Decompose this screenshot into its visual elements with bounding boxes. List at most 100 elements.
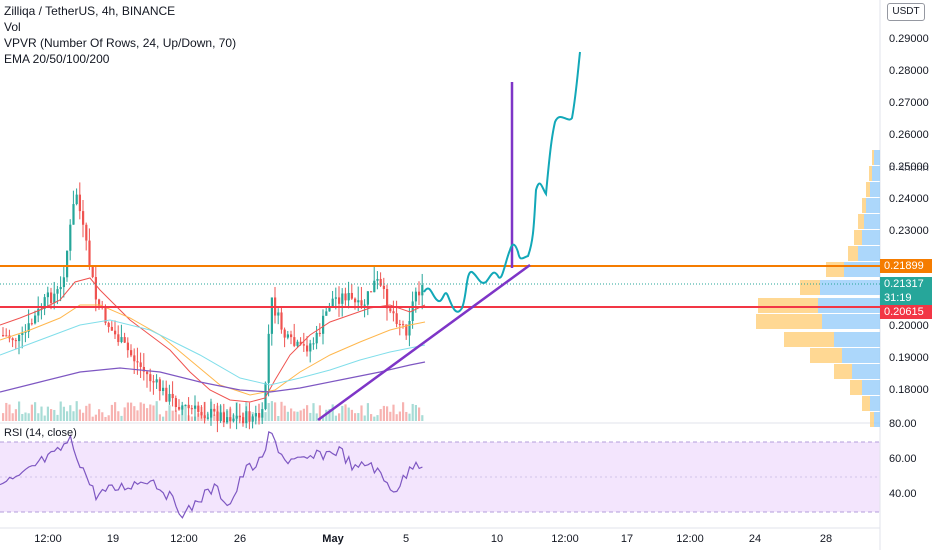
volume-bar <box>139 402 142 421</box>
candle-body <box>238 415 241 418</box>
volume-bar <box>376 415 379 421</box>
vpvr-down-row <box>850 380 862 395</box>
rsi-legend[interactable]: RSI (14, close) <box>4 427 77 439</box>
volume-bar <box>197 413 200 421</box>
vpvr-up-row <box>834 332 880 347</box>
candle-body <box>248 411 251 422</box>
candle-body <box>203 415 206 419</box>
volume-bar <box>136 410 139 421</box>
volume-bar <box>2 413 5 421</box>
time-tick: May <box>322 533 344 545</box>
vpvr-up-row <box>844 262 880 277</box>
candle-body <box>242 417 245 424</box>
legend-vpvr[interactable]: VPVR (Number Of Rows, 24, Up/Down, 70) <box>4 36 237 50</box>
candle-body <box>280 312 283 330</box>
candle-body <box>414 291 417 302</box>
volume-bar <box>293 411 296 421</box>
time-tick: 19 <box>106 533 120 545</box>
vpvr-down-row <box>848 246 858 261</box>
ema-200-line <box>0 361 426 393</box>
volume-bar <box>286 411 289 421</box>
volume-bar <box>267 403 270 421</box>
price-axis[interactable]: 0.30000 0.29000 0.28000 0.27000 0.26000 … <box>880 0 932 550</box>
candle-body <box>30 323 33 325</box>
volume-bar <box>421 415 424 421</box>
vpvr-up-row <box>874 150 880 165</box>
volume-bar <box>155 401 158 421</box>
volume-bar <box>398 411 401 421</box>
volume-bar <box>366 403 369 421</box>
volume-bar <box>94 414 97 421</box>
rsi-tick: 60.00 <box>889 453 917 465</box>
vpvr-up-row <box>818 298 880 313</box>
chart-legend: Zilliqa / TetherUS, 4h, BINANCE Vol VPVR… <box>4 3 236 67</box>
volume-bar <box>357 413 360 421</box>
candle-body <box>11 338 14 341</box>
price-tick: 0.20000 <box>889 320 929 332</box>
candle-body <box>219 412 222 422</box>
candle-body <box>82 211 85 225</box>
candle-body <box>264 382 267 410</box>
candle-body <box>178 407 181 410</box>
candle-body <box>149 374 152 382</box>
candle-body <box>14 340 17 342</box>
candle-body <box>283 329 286 338</box>
volume-bar <box>72 411 75 421</box>
volume-bar <box>350 409 353 421</box>
candle-body <box>315 332 318 344</box>
candle-body <box>277 312 280 316</box>
candle-body <box>210 408 213 418</box>
ema-50-line <box>0 304 426 396</box>
volume-bar <box>315 413 318 421</box>
candle-body <box>286 334 289 338</box>
trendline-purple[interactable] <box>317 263 531 422</box>
candle-body <box>152 381 155 383</box>
volume-bar <box>178 414 181 421</box>
candles <box>2 182 424 433</box>
legend-ema[interactable]: EMA 20/50/100/200 <box>4 52 110 66</box>
candle-body <box>133 355 136 362</box>
currency-button[interactable]: USDT <box>887 3 925 21</box>
volume-bar <box>53 409 56 421</box>
candle-body <box>418 291 421 296</box>
candle-body <box>376 278 379 281</box>
candle-body <box>379 278 382 286</box>
volume-bar <box>283 405 286 421</box>
volume-bar <box>98 409 101 421</box>
candle-body <box>370 291 373 293</box>
volume-bar <box>46 406 49 421</box>
candle-body <box>130 350 133 356</box>
vpvr-down-row <box>870 412 874 427</box>
legend-symbol[interactable]: Zilliqa / TetherUS, 4h, BINANCE <box>4 4 176 18</box>
time-tick: 10 <box>490 533 504 545</box>
volume-bar <box>322 415 325 421</box>
volume-bar <box>59 401 62 421</box>
volume-bar <box>152 405 155 421</box>
candle-body <box>296 341 299 346</box>
candle-body <box>123 337 126 343</box>
candle-body <box>184 404 187 406</box>
volume-bar <box>328 409 331 421</box>
legend-vol[interactable]: Vol <box>4 20 21 34</box>
volume-bar <box>78 409 81 421</box>
candle-body <box>46 292 49 298</box>
vpvr-up-row <box>822 314 880 329</box>
volume-bar <box>264 412 267 421</box>
volume-bar <box>408 413 411 421</box>
candle-countdown: 31:19 <box>884 292 912 304</box>
candle-body <box>402 324 405 326</box>
volume-bar <box>405 411 408 421</box>
vpvr-down-row <box>862 396 870 411</box>
candle-body <box>299 341 302 345</box>
vpvr-down-row <box>758 298 818 313</box>
volume-bar <box>66 411 69 421</box>
vpvr-up-row <box>870 182 880 197</box>
volume-bar <box>21 413 24 421</box>
candle-body <box>344 293 347 301</box>
candle-body <box>366 291 369 305</box>
candle-body <box>318 332 321 334</box>
candle-body <box>171 393 174 399</box>
projection-path[interactable] <box>423 51 581 313</box>
